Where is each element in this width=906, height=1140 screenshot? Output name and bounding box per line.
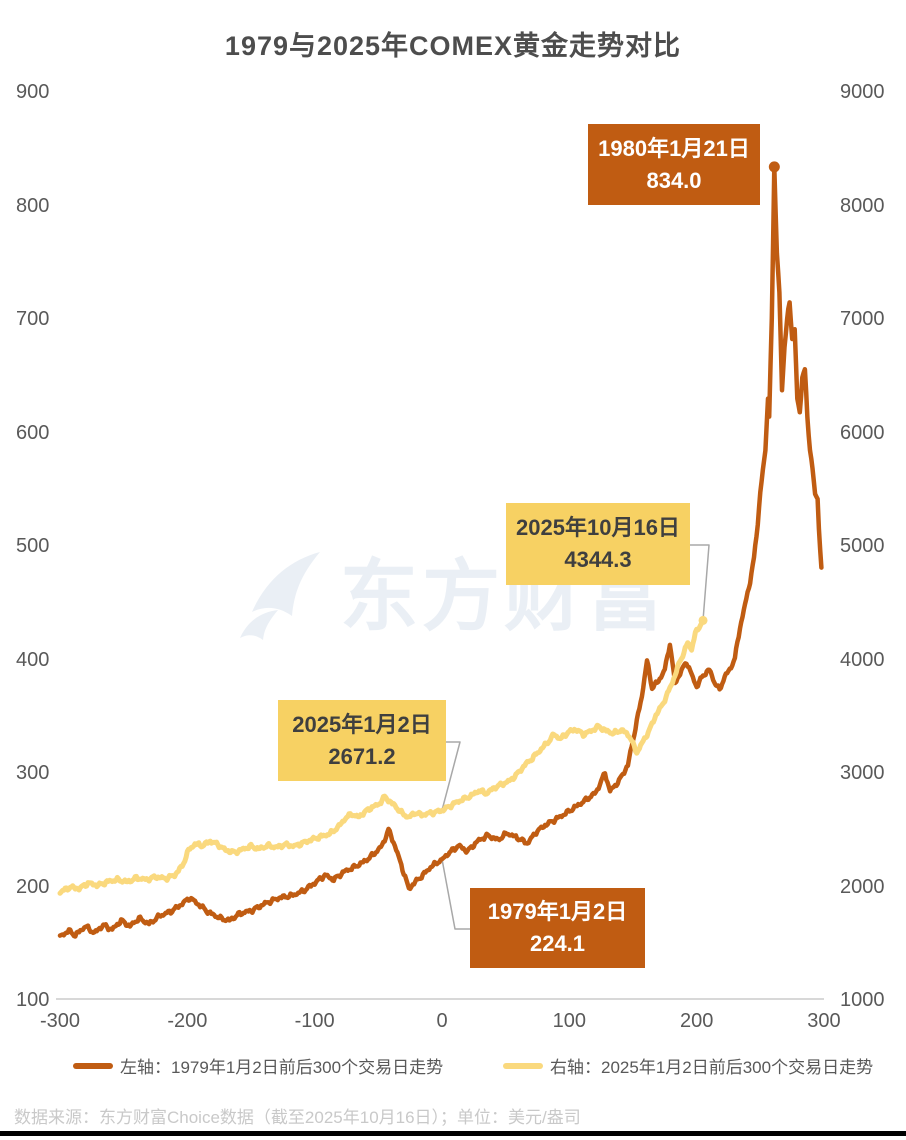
annotation-2025-jan: 2025年1月2日 2671.2 (278, 700, 446, 781)
x-axis-tick-200: 200 (679, 1010, 714, 1032)
bottom-bar (0, 1131, 906, 1136)
left-axis-tick-300: 300 (16, 762, 50, 784)
marker-dot-1 (698, 615, 708, 625)
left-axis-tick-200: 200 (16, 875, 50, 898)
annotation-date: 2025年1月2日 (292, 711, 432, 737)
left-axis-tick-700: 700 (16, 308, 50, 330)
annotation-value: 2671.2 (328, 743, 396, 769)
legend-swatch-yellow (503, 1062, 543, 1069)
annotation-connector-0 (441, 741, 461, 811)
eastmoney-logo-icon (240, 552, 320, 640)
x-axis-tick-300: 300 (807, 1010, 841, 1032)
right-axis-tick-7000: 7000 (840, 308, 885, 330)
data-source-note: 数据来源：东方财富Choice数据（截至2025年10月16日）；单位：美元/盎… (14, 1108, 581, 1127)
left-axis-tick-600: 600 (16, 421, 50, 444)
legend-label-1979: 左轴：1979年1月2日前后300个交易日走势 (120, 1058, 444, 1077)
right-axis-tick-5000: 5000 (840, 535, 885, 557)
right-axis-tick-2000: 2000 (840, 875, 885, 898)
left-axis-tick-800: 800 (16, 194, 50, 217)
right-axis-tick-9000: 9000 (840, 81, 885, 103)
series-line-2025 (57, 617, 706, 896)
annotation-date: 2025年10月16日 (516, 515, 680, 540)
left-axis-tick-100: 100 (16, 989, 50, 1011)
annotation-connector-2 (441, 858, 470, 930)
legend-item-2025[interactable]: 右轴：2025年1月2日前后300个交易日走势 (503, 1053, 873, 1078)
x-axis-tick--300: -300 (39, 1010, 81, 1032)
right-axis-tick-8000: 8000 (840, 194, 885, 217)
x-axis-tick-100: 100 (552, 1010, 587, 1032)
annotation-1980-peak: 1980年1月21日 834.0 (588, 124, 760, 205)
right-axis-tick-3000: 3000 (840, 762, 885, 784)
chart-title: 1979与2025年COMEX黄金走势对比 (224, 31, 682, 61)
legend-label-2025: 右轴：2025年1月2日前后300个交易日走势 (550, 1058, 874, 1077)
series-line-1979 (57, 164, 824, 939)
left-axis-tick-500: 500 (16, 535, 50, 557)
x-axis-tick--200: -200 (167, 1010, 208, 1032)
annotation-value: 4344.3 (564, 547, 632, 572)
annotation-value: 834.0 (646, 167, 702, 193)
annotation-value: 224.1 (529, 931, 586, 956)
right-axis-tick-6000: 6000 (840, 421, 885, 444)
annotation-connector-1 (690, 544, 710, 621)
right-axis-tick-1000: 1000 (840, 989, 885, 1011)
left-axis-tick-900: 900 (16, 81, 50, 103)
x-axis-tick--100: -100 (294, 1010, 335, 1032)
annotation-2025-oct: 2025年10月16日 4344.3 (506, 503, 690, 585)
x-axis-tick-0: 0 (436, 1010, 448, 1032)
legend-swatch-orange (73, 1062, 113, 1069)
annotation-date: 1980年1月21日 (598, 135, 750, 161)
legend-item-1979[interactable]: 左轴：1979年1月2日前后300个交易日走势 (73, 1053, 443, 1078)
right-axis-tick-4000: 4000 (840, 648, 885, 671)
annotation-date: 1979年1月2日 (487, 899, 628, 924)
marker-dot-0 (768, 161, 780, 173)
annotation-1979-start: 1979年1月2日 224.1 (470, 888, 645, 968)
left-axis-tick-400: 400 (16, 648, 50, 671)
